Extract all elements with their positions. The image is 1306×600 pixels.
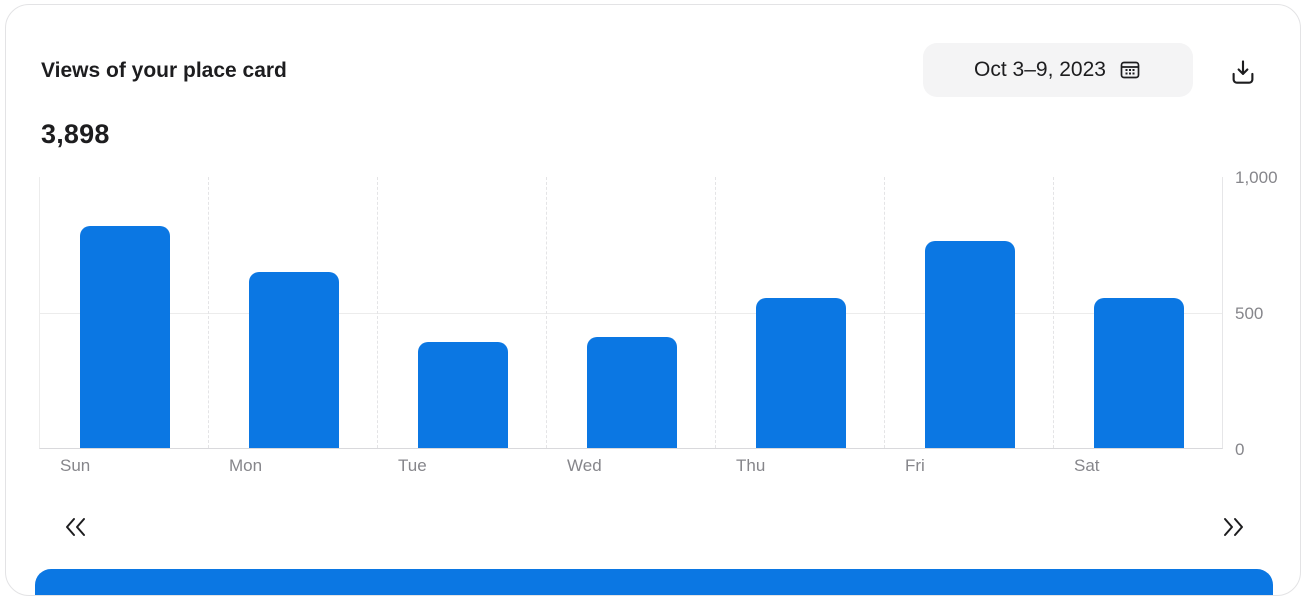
x-tick-label-tue: Tue (398, 456, 427, 475)
chart-column-sat: Sat (1053, 177, 1222, 475)
x-tick-label-mon: Mon (229, 456, 263, 475)
next-card-peek (35, 569, 1273, 595)
x-tick-label-sat: Sat (1074, 456, 1100, 475)
download-icon (1228, 57, 1258, 87)
date-range-button[interactable]: Oct 3–9, 2023 (923, 43, 1193, 97)
bar-sun[interactable] (80, 225, 170, 448)
prev-page-button[interactable] (56, 507, 96, 547)
place-card-views-card: Views of your place card Oct 3–9, 2023 (5, 4, 1301, 596)
gridline-500 (40, 312, 1222, 314)
calendar-icon (1118, 58, 1142, 82)
bar-tue[interactable] (418, 342, 508, 448)
bar-sat[interactable] (1094, 297, 1184, 448)
x-tick-label-fri: Fri (905, 456, 925, 475)
x-tick-label-sun: Sun (60, 456, 91, 475)
y-tick-1000: 1,000 (1235, 168, 1278, 187)
total-views: 3,898 (41, 119, 110, 149)
chart-column-tue: Tue (377, 177, 546, 475)
bar-mon[interactable] (249, 271, 339, 448)
x-tick-label-wed: Wed (567, 456, 602, 475)
y-tick-0: 0 (1235, 440, 1245, 459)
bar-chart-plot-area: Sun Mon Tue Wed Thu Fri Sat (39, 177, 1223, 475)
bar-fri[interactable] (925, 240, 1015, 448)
double-chevron-right-icon (1218, 512, 1248, 542)
download-button[interactable] (1224, 53, 1262, 91)
chart-column-wed: Wed (546, 177, 715, 475)
bar-thu[interactable] (756, 297, 846, 448)
y-tick-500: 500 (1235, 304, 1264, 323)
chart-column-mon: Mon (208, 177, 377, 475)
date-range-label: Oct 3–9, 2023 (974, 58, 1106, 81)
x-tick-label-thu: Thu (736, 456, 766, 475)
bar-wed[interactable] (587, 336, 677, 448)
chart-column-thu: Thu (715, 177, 884, 475)
double-chevron-left-icon (61, 512, 91, 542)
next-page-button[interactable] (1213, 507, 1253, 547)
card-title: Views of your place card (41, 59, 287, 82)
chart-column-sun: Sun (40, 177, 208, 475)
chart-column-fri: Fri (884, 177, 1053, 475)
